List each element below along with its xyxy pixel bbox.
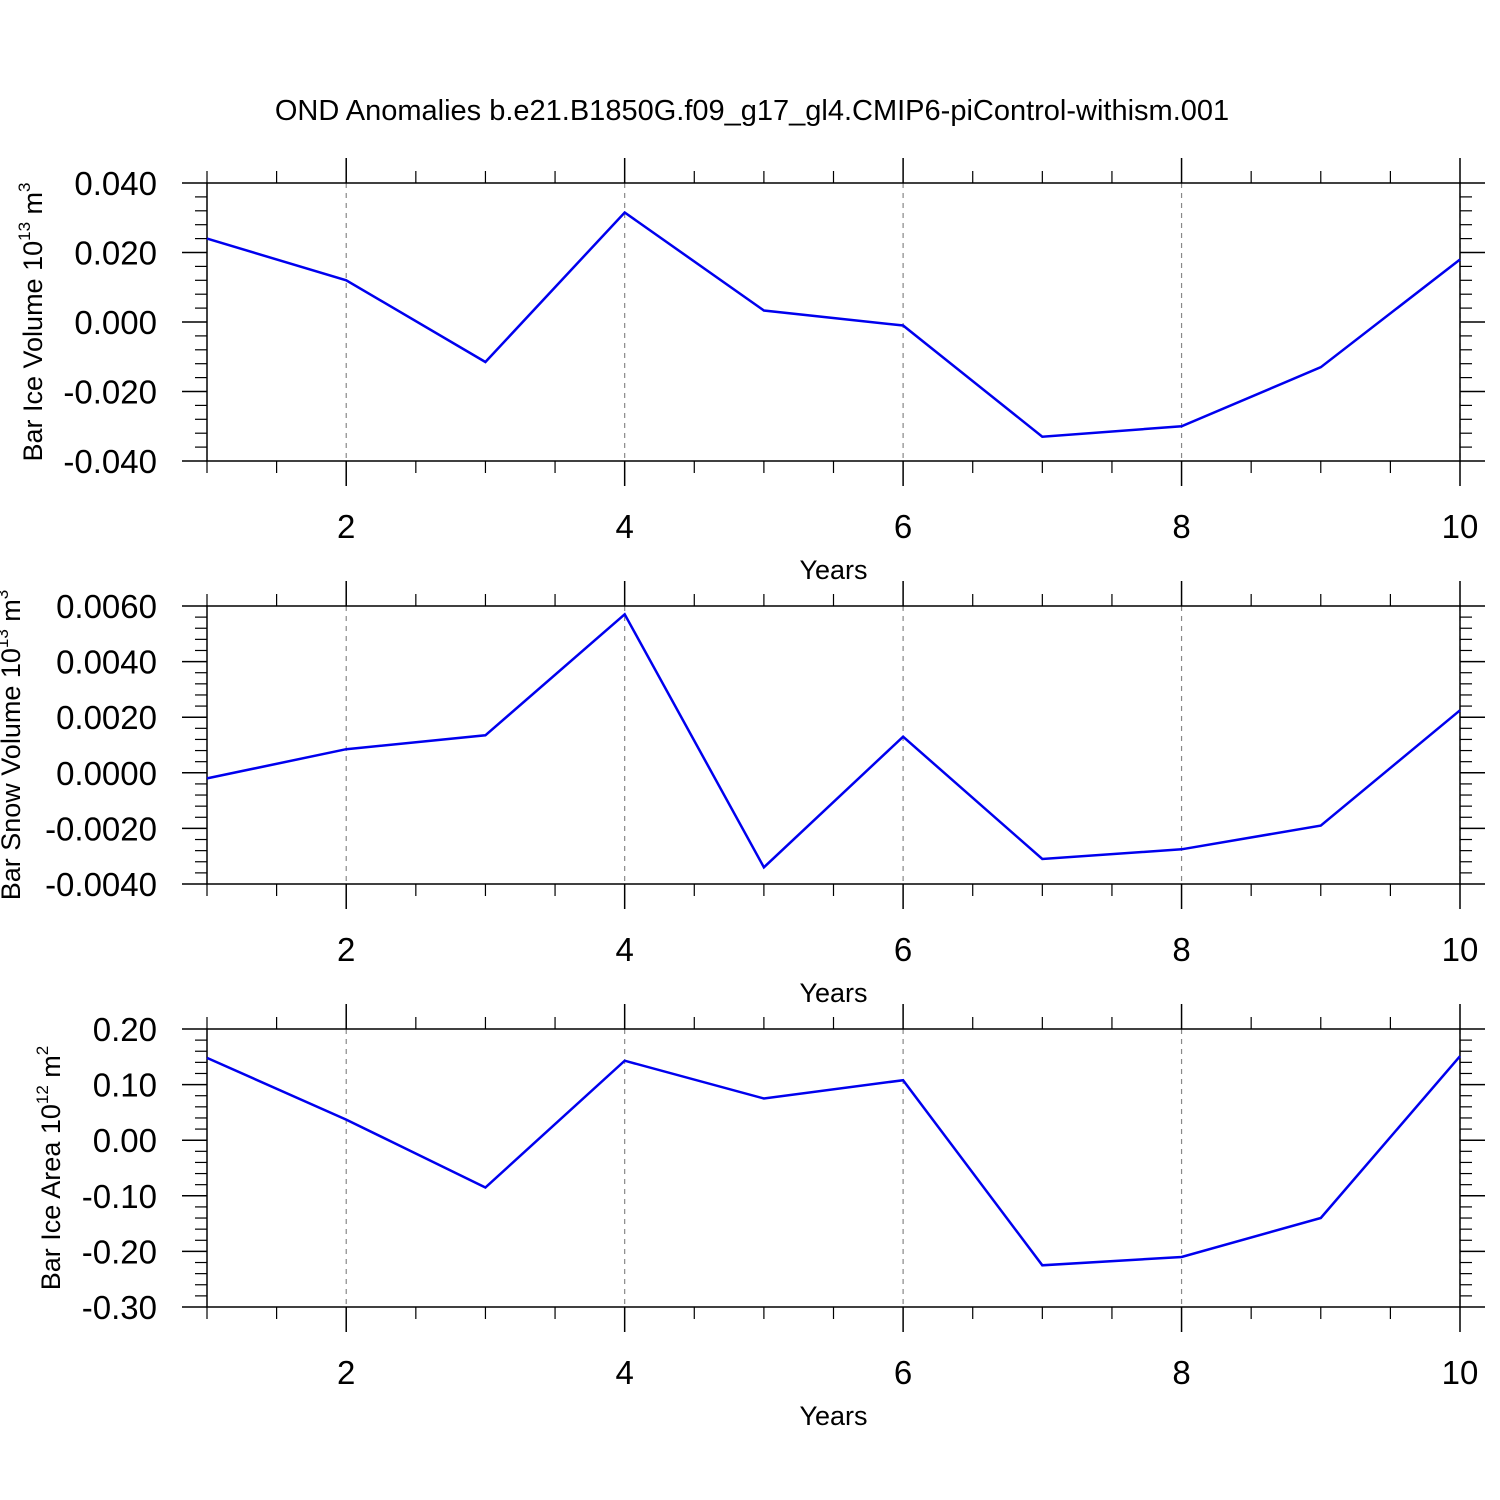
x-tick-label: 10 bbox=[1442, 508, 1479, 545]
x-tick-label: 4 bbox=[615, 931, 633, 968]
plot-frame bbox=[206, 1028, 1461, 1308]
y-tick-label: 0.20 bbox=[93, 1011, 157, 1048]
y-axis-title: Bar Ice Volume 1013 m3 bbox=[15, 182, 48, 461]
x-tick-label: 8 bbox=[1172, 931, 1190, 968]
chart-panel-3: 2 4 6 8 10 Years 0.20 0.10 0.00 -0.10 -0.20 -0.30 Ba… bbox=[33, 1004, 1485, 1431]
y-tick-label: 0.040 bbox=[74, 165, 157, 202]
x-tick-label: 2 bbox=[337, 508, 355, 545]
series-line bbox=[206, 1055, 1461, 1267]
x-tick-label: 2 bbox=[337, 931, 355, 968]
figure-title: OND Anomalies b.e21.B1850G.f09_g17_gl4.C… bbox=[275, 95, 1229, 127]
plot-frame bbox=[206, 182, 1461, 462]
x-tick-label: 8 bbox=[1172, 508, 1190, 545]
y-tick-label: 0.10 bbox=[93, 1067, 157, 1104]
x-tick-label: 10 bbox=[1442, 1354, 1479, 1391]
y-axis-title: Bar Ice Area 1012 m2 bbox=[33, 1046, 66, 1291]
y-tick-label: -0.040 bbox=[63, 443, 157, 480]
y-tick-label: 0.0060 bbox=[56, 588, 157, 625]
y-tick-label: 0.0000 bbox=[56, 755, 157, 792]
chart-panel-2: 2 4 6 8 10 Years 0.0060 0.0040 0.0020 0.0000 -0.00… bbox=[0, 581, 1485, 1008]
x-tick-label: 2 bbox=[337, 1354, 355, 1391]
series-line bbox=[206, 612, 1461, 870]
y-tick-label: 0.0020 bbox=[56, 699, 157, 736]
x-tick-label: 6 bbox=[894, 508, 912, 545]
y-tick-label: -0.30 bbox=[82, 1289, 157, 1326]
y-tick-label: -0.20 bbox=[82, 1233, 157, 1270]
x-tick-label: 4 bbox=[615, 508, 633, 545]
y-axis-title: Bar Snow Volume 1013 m3 bbox=[0, 590, 26, 901]
series-line bbox=[206, 210, 1461, 438]
x-tick-label: 6 bbox=[894, 1354, 912, 1391]
y-tick-label: 0.000 bbox=[74, 304, 157, 341]
y-tick-label: -0.020 bbox=[63, 374, 157, 411]
x-tick-label: 10 bbox=[1442, 931, 1479, 968]
y-tick-label: -0.10 bbox=[82, 1178, 157, 1215]
x-tick-label: 8 bbox=[1172, 1354, 1190, 1391]
x-axis-title: Years bbox=[799, 1401, 867, 1431]
x-tick-label: 4 bbox=[615, 1354, 633, 1391]
x-tick-label: 6 bbox=[894, 931, 912, 968]
chart-panel-1: 2 4 6 8 10 Years 0.040 0.020 0.000 -0.020 -0.040 Ba… bbox=[15, 158, 1485, 585]
y-tick-label: 0.020 bbox=[74, 235, 157, 272]
y-tick-label: 0.00 bbox=[93, 1122, 157, 1159]
x-axis-title: Years bbox=[799, 555, 867, 585]
x-axis-title: Years bbox=[799, 978, 867, 1008]
y-tick-label: 0.0040 bbox=[56, 644, 157, 681]
y-tick-label: -0.0020 bbox=[45, 810, 157, 847]
y-tick-label: -0.0040 bbox=[45, 866, 157, 903]
